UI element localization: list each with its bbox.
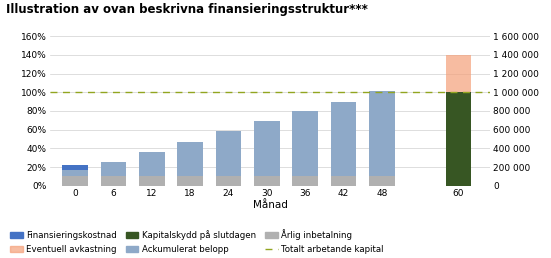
Bar <box>446 92 471 186</box>
Bar <box>446 55 471 92</box>
Bar <box>177 142 203 176</box>
Bar <box>254 176 279 186</box>
Text: Illustration av ovan beskrivna finansieringsstruktur***: Illustration av ovan beskrivna finansier… <box>6 3 368 15</box>
Bar <box>177 176 203 186</box>
Bar <box>215 131 241 176</box>
Bar <box>331 176 356 186</box>
Bar <box>101 162 126 176</box>
Bar <box>139 176 165 186</box>
Bar <box>293 176 318 186</box>
Bar <box>62 165 88 170</box>
Legend: Finansieringskostnad, Eventuell avkastning, Kapitalskydd på slutdagen, Ackumuler: Finansieringskostnad, Eventuell avkastni… <box>10 230 383 254</box>
Bar <box>139 152 165 176</box>
Bar <box>62 176 88 186</box>
Bar <box>254 121 279 176</box>
Bar <box>215 176 241 186</box>
Bar <box>369 91 395 176</box>
Bar <box>293 111 318 176</box>
Bar <box>331 102 356 176</box>
Bar <box>62 170 88 176</box>
Bar <box>101 176 126 186</box>
Bar <box>369 176 395 186</box>
X-axis label: Månad: Månad <box>252 200 288 210</box>
